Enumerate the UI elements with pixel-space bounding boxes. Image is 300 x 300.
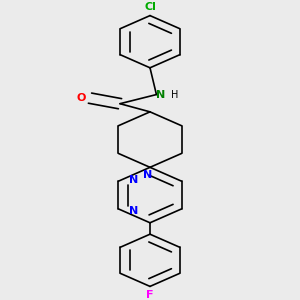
Text: F: F <box>146 290 154 300</box>
Text: O: O <box>76 93 86 103</box>
Text: N: N <box>129 175 138 184</box>
Text: H: H <box>171 90 179 100</box>
Text: N: N <box>156 90 166 100</box>
Text: N: N <box>129 206 138 215</box>
Text: Cl: Cl <box>144 2 156 12</box>
Text: N: N <box>143 170 152 180</box>
